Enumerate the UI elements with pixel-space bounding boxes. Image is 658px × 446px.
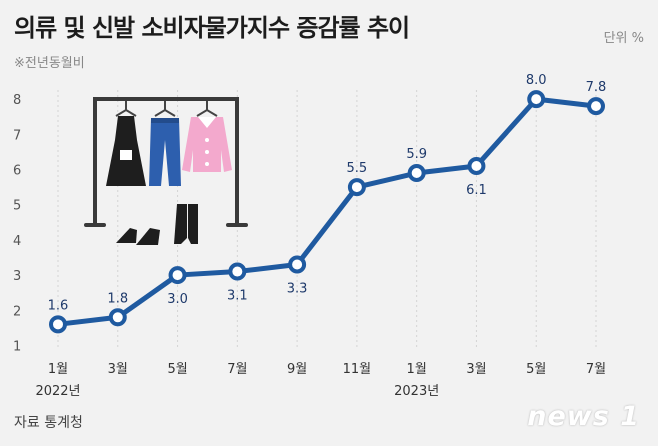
x-tick-label: 5월 — [526, 362, 546, 377]
x-tick-label: 1월 — [48, 362, 68, 377]
x-axis-ticks: 1월 3월 5월 7월 9월 11월 1월 3월 5월 7월 — [48, 362, 606, 377]
y-tick-label: 8 — [13, 93, 21, 108]
clothing-rack-icon — [84, 97, 248, 245]
data-point — [168, 266, 187, 285]
year-label: 2022년 — [35, 384, 80, 399]
x-tick-label: 9월 — [287, 362, 307, 377]
x-tick-label: 1월 — [407, 362, 427, 377]
x-tick-label: 11월 — [343, 362, 372, 377]
y-tick-label: 2 — [13, 304, 21, 319]
news1-logo: news 1 — [527, 401, 640, 432]
data-point — [467, 156, 486, 175]
data-label: 3.1 — [227, 289, 248, 304]
y-tick-label: 1 — [13, 339, 21, 354]
y-tick-label: 7 — [13, 128, 21, 143]
data-label: 7.8 — [586, 80, 607, 95]
data-point — [407, 164, 426, 183]
unit-label: 단위 % — [603, 31, 644, 46]
data-point — [288, 255, 307, 274]
chart-title: 의류 및 신발 소비자물가지수 증감률 추이 — [14, 14, 410, 42]
x-tick-label: 5월 — [167, 362, 187, 377]
x-tick-label: 3월 — [108, 362, 128, 377]
data-point — [49, 315, 67, 334]
y-tick-label: 3 — [13, 269, 21, 284]
data-point — [228, 262, 247, 281]
x-tick-label: 7월 — [227, 362, 247, 377]
x-tick-label: 7월 — [586, 362, 606, 377]
y-axis-ticks: 1 2 3 4 5 6 7 8 — [13, 93, 21, 354]
y-tick-label: 4 — [13, 234, 21, 249]
year-labels: 2022년 2023년 — [35, 384, 439, 399]
data-point — [347, 178, 366, 197]
y-tick-label: 5 — [13, 199, 21, 214]
data-label: 3.0 — [167, 292, 188, 307]
year-label: 2023년 — [394, 384, 439, 399]
data-label: 5.9 — [406, 147, 427, 162]
data-label: 1.6 — [48, 298, 69, 313]
chart-subtitle: ※전년동월비 — [14, 56, 85, 71]
data-label: 8.0 — [526, 73, 547, 88]
data-point — [527, 90, 546, 109]
data-label: 3.3 — [287, 282, 308, 297]
data-point — [587, 97, 605, 116]
gridlines — [57, 90, 597, 348]
y-tick-label: 6 — [13, 163, 21, 178]
data-label: 6.1 — [466, 183, 487, 198]
series-line — [55, 96, 599, 327]
source-label: 자료 통계청 — [14, 415, 83, 431]
x-tick-label: 3월 — [466, 362, 486, 377]
data-labels: 1.6 1.8 3.0 3.1 3.3 5.5 5.9 6.1 8.0 7.8 — [48, 73, 607, 313]
data-markers — [49, 90, 605, 334]
data-label: 1.8 — [107, 291, 128, 306]
data-label: 5.5 — [347, 161, 368, 176]
data-point — [108, 308, 127, 327]
